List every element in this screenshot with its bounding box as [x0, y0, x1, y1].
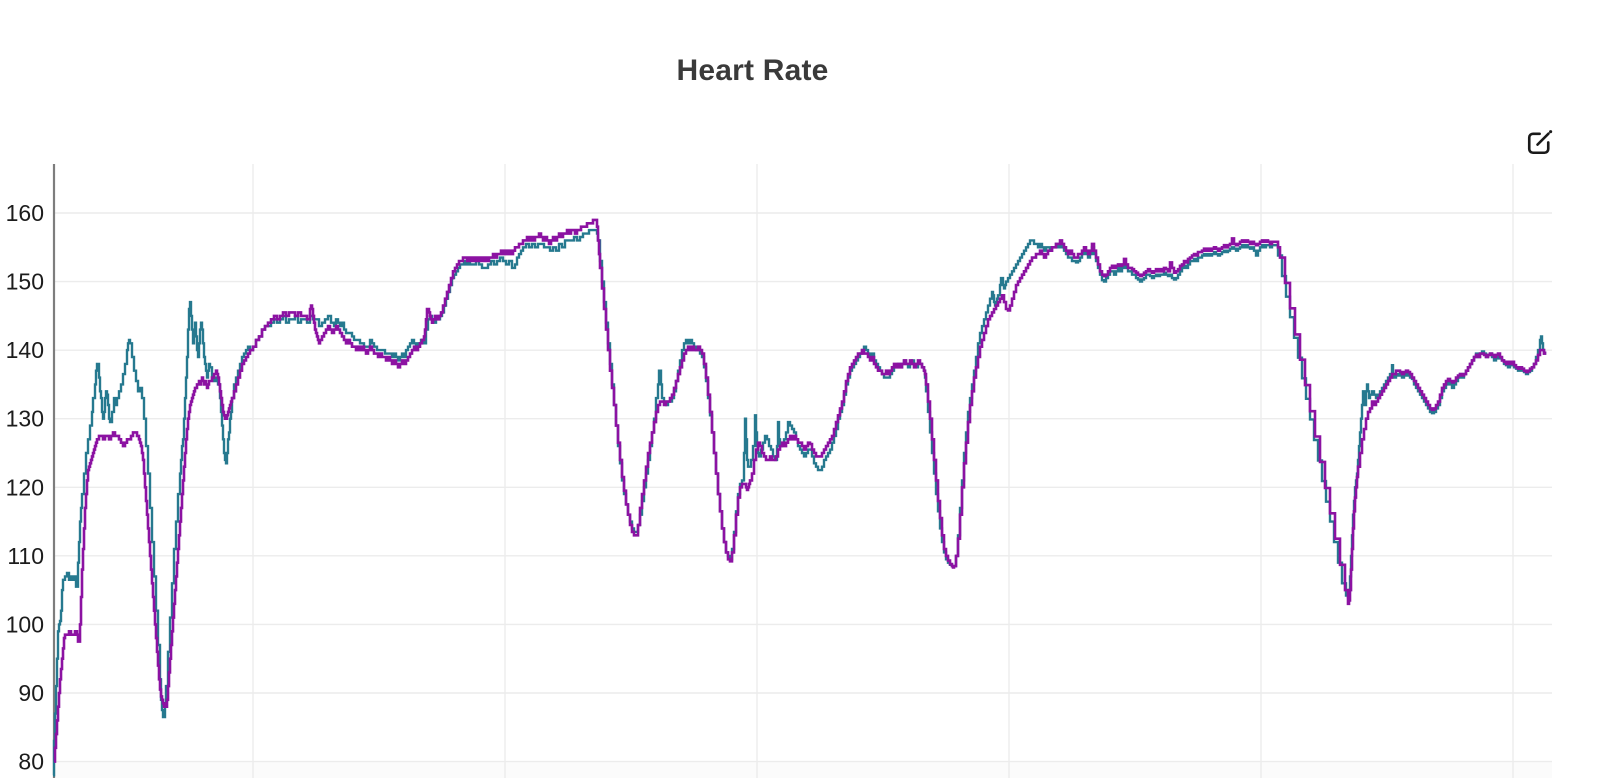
edit-pencil-square-icon	[1524, 130, 1554, 161]
y-axis-tick-label: 100	[6, 611, 44, 637]
y-axis-tick-label: 120	[6, 474, 44, 500]
y-axis-tick-label: 140	[6, 337, 44, 363]
chart-title: Heart Rate	[676, 54, 829, 87]
y-axis-tick-label: 80	[18, 749, 44, 775]
heart-rate-series-purple	[53, 218, 1547, 763]
edit-button[interactable]	[1524, 128, 1554, 158]
y-axis-tick-label: 160	[6, 200, 44, 226]
y-axis-tick-label: 110	[7, 543, 44, 569]
y-axis-tick-label: 90	[18, 680, 44, 706]
y-axis-tick-label: 130	[6, 406, 44, 432]
below-80-band	[54, 762, 1552, 778]
y-axis-tick-label: 150	[6, 269, 44, 295]
